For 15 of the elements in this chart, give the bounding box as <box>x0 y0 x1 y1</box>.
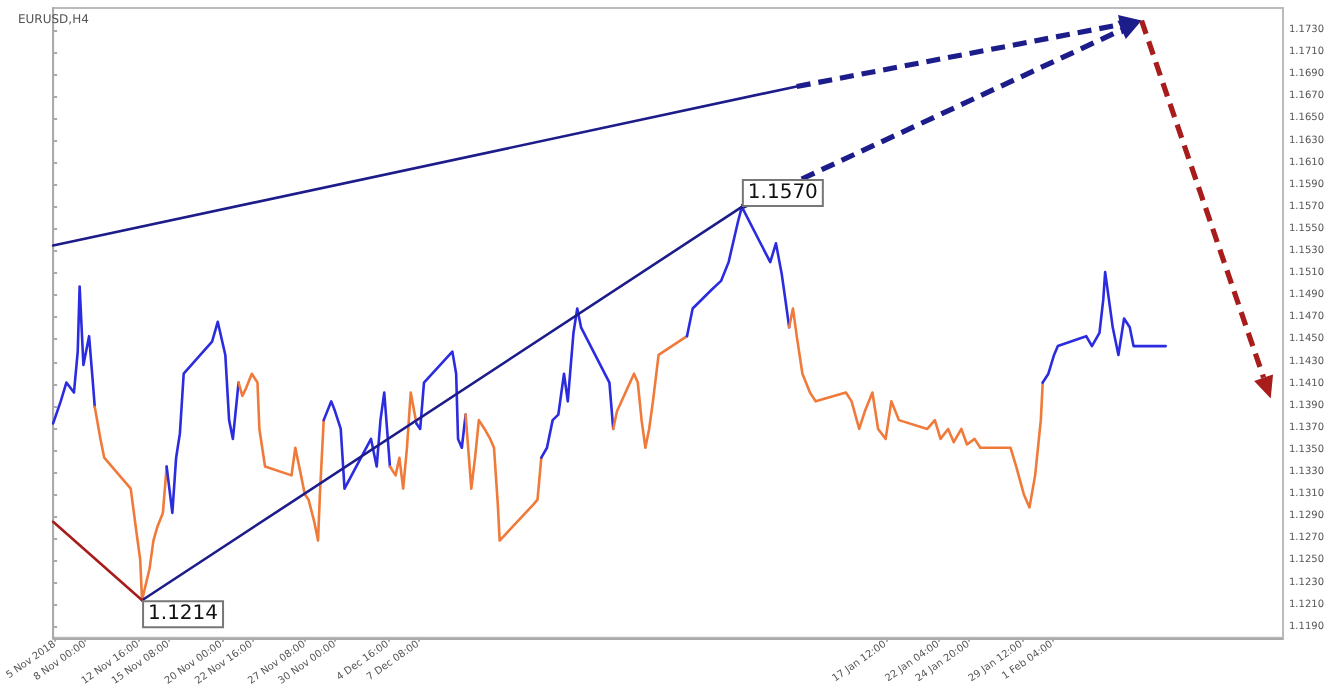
line-series <box>165 320 240 515</box>
line-series <box>51 285 97 425</box>
line-series <box>415 350 467 450</box>
annotation: 1.1214 <box>148 603 219 626</box>
line-series <box>1041 270 1167 384</box>
line-series <box>464 413 543 542</box>
annotation: 1.1570 <box>747 181 818 204</box>
line-series <box>685 205 791 338</box>
line-series <box>237 372 326 542</box>
line-series <box>93 405 168 602</box>
line-series <box>540 307 615 459</box>
line-series <box>787 307 1045 509</box>
line-series <box>322 391 392 490</box>
line-series <box>388 391 418 490</box>
line-series <box>611 334 689 450</box>
